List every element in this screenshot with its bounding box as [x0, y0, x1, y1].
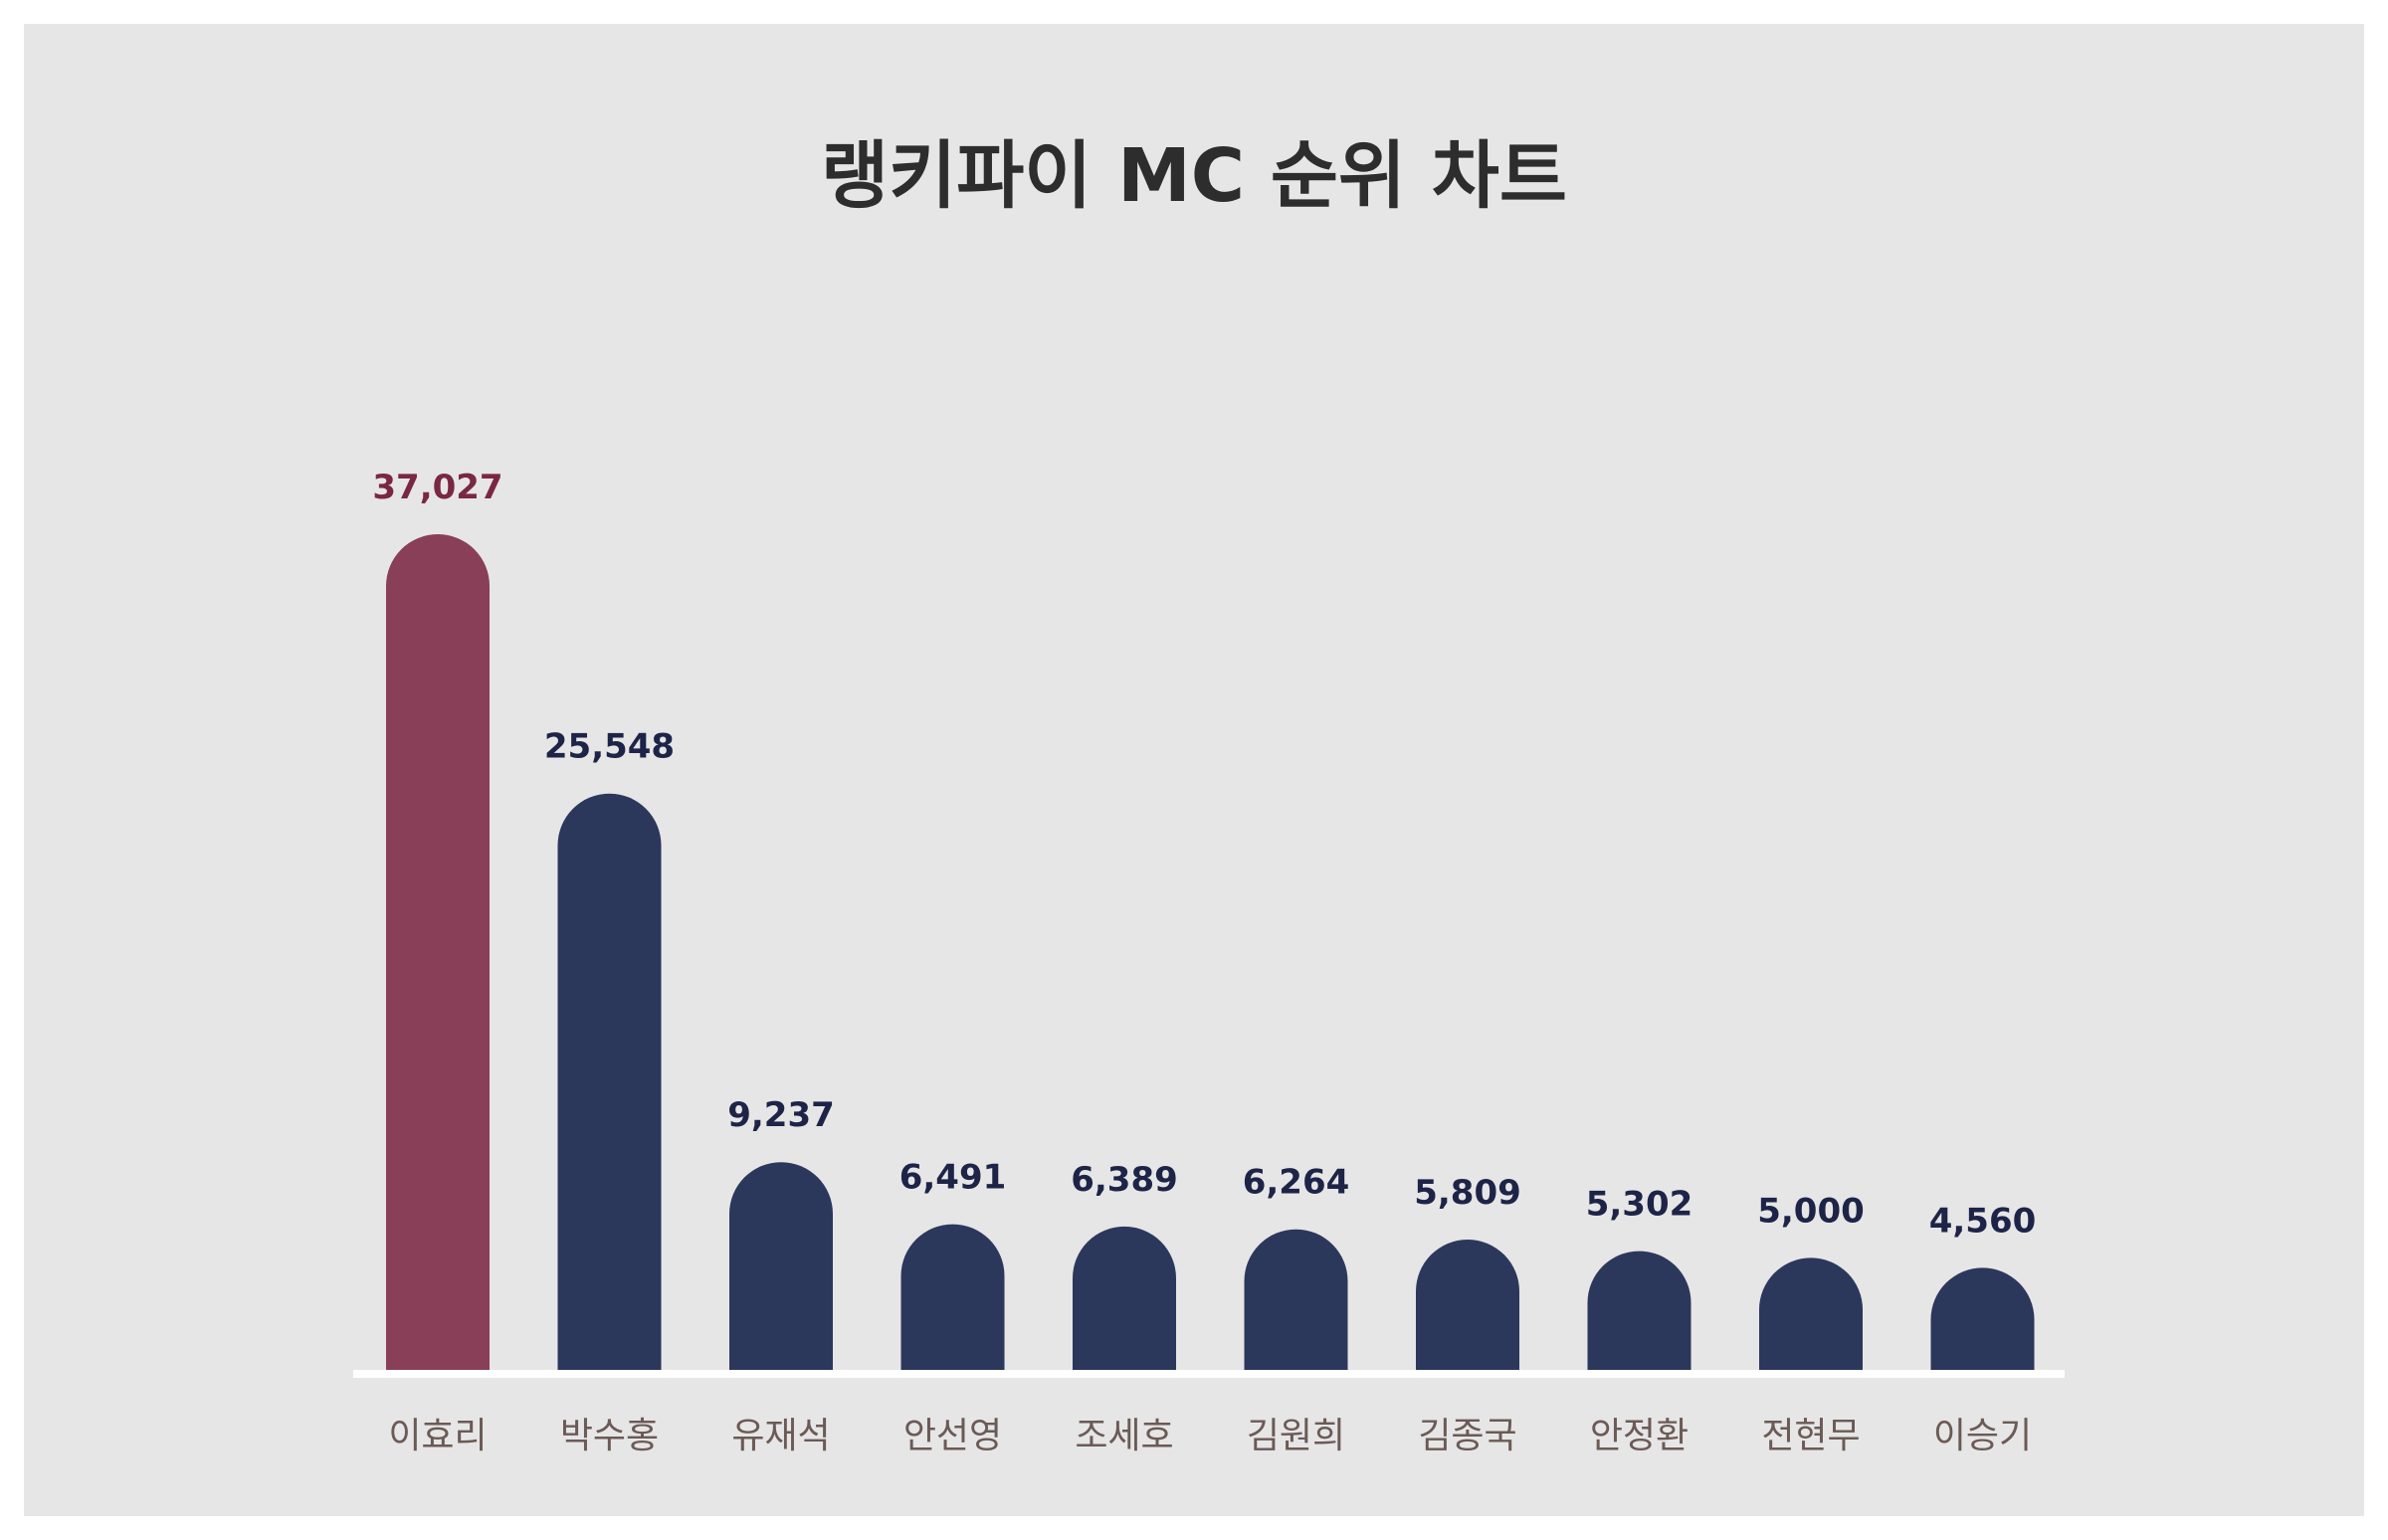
value-label-1: 37,027 [372, 468, 502, 507]
baseline [353, 1370, 2065, 1378]
chart-title: 랭키파이 MC 순위 차트 [821, 133, 1567, 219]
bar-3 [729, 1162, 833, 1371]
value-label-7: 5,809 [1414, 1173, 1521, 1213]
category-label-10: 이승기 [1933, 1416, 2032, 1456]
value-label-9: 5,000 [1757, 1191, 1865, 1231]
value-label-10: 4,560 [1929, 1201, 2037, 1241]
value-label-4: 6,491 [899, 1158, 1007, 1198]
category-label-9: 전현무 [1761, 1416, 1860, 1456]
value-label-3: 9,237 [727, 1095, 835, 1135]
value-label-2: 25,548 [544, 727, 675, 767]
category-label-1: 이효리 [388, 1416, 487, 1456]
value-label-8: 5,302 [1586, 1185, 1693, 1225]
bar-7 [1416, 1240, 1519, 1371]
bar-8 [1587, 1251, 1692, 1371]
category-label-5: 조세호 [1075, 1416, 1173, 1456]
category-label-8: 안정환 [1590, 1416, 1689, 1456]
bar-10 [1930, 1267, 2035, 1371]
bar-6 [1244, 1229, 1348, 1371]
value-label-5: 6,389 [1071, 1160, 1178, 1200]
category-label-7: 김종국 [1418, 1416, 1516, 1456]
value-labels-group: 37,027 25,548 9,237 6,491 6,389 6,264 5,809 5,3… [372, 468, 2036, 1241]
bar-4 [900, 1224, 1005, 1371]
bar-1 [386, 534, 490, 1371]
category-label-3: 유재석 [731, 1416, 830, 1456]
bars-group [386, 534, 2035, 1371]
bar-2 [557, 793, 662, 1371]
category-label-6: 김원희 [1247, 1416, 1345, 1456]
bar-9 [1759, 1257, 1863, 1371]
category-labels-group: 이효리 박수홍 유재석 안선영 조세호 김원희 김종국 안정환 전현무 이승기 [388, 1416, 2032, 1456]
category-label-4: 안선영 [903, 1416, 1002, 1456]
category-label-2: 박수홍 [560, 1416, 659, 1456]
bar-5 [1073, 1226, 1176, 1371]
value-label-6: 6,264 [1243, 1163, 1350, 1203]
